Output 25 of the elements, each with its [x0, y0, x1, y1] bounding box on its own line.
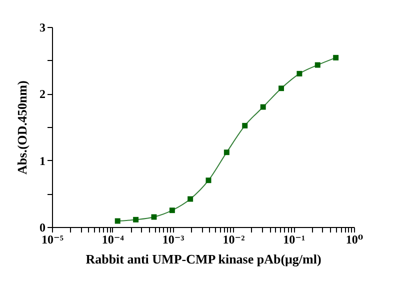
point [169, 208, 175, 214]
x-tick-label: 10⁻⁵ [42, 232, 64, 246]
x-tick-label: 10⁰ [346, 232, 364, 246]
point [296, 70, 302, 76]
y-axis-title: Abs.(OD.450nm) [14, 80, 30, 174]
point [151, 214, 157, 220]
x-tick-label: 10⁻⁴ [102, 232, 124, 246]
x-tick-label: 10⁻² [222, 232, 246, 246]
point [314, 62, 320, 68]
point [133, 216, 139, 222]
point [278, 86, 284, 92]
x-tick-label: 10⁻³ [162, 232, 185, 246]
point [242, 122, 248, 128]
y-tick-label: 2 [40, 87, 46, 102]
point [224, 150, 230, 156]
y-tick-label: 3 [40, 20, 46, 34]
y-tick-label: 0 [40, 220, 46, 234]
point [333, 54, 339, 60]
y-tick-label: 1 [40, 154, 46, 168]
point [114, 218, 120, 224]
point [188, 196, 194, 202]
point [206, 178, 212, 184]
x-tick-label: 10⁻¹ [283, 232, 306, 246]
x-axis-title: Rabbit anti UMP-CMP kinase pAb(μg/ml) [86, 252, 322, 266]
point [260, 104, 266, 110]
